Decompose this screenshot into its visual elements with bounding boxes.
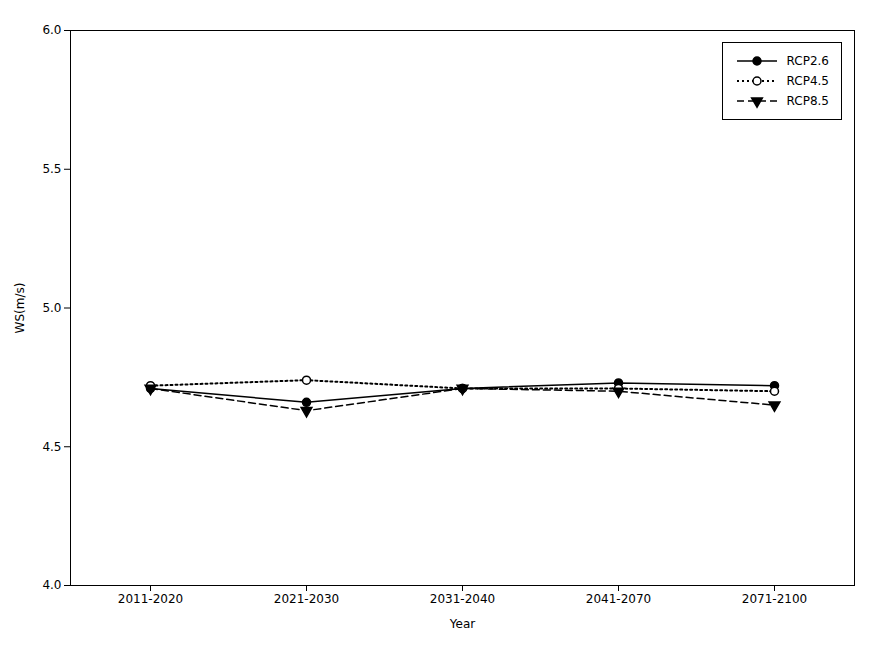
- svg-text:2021-2030: 2021-2030: [274, 592, 339, 606]
- svg-text:6.0: 6.0: [42, 23, 61, 37]
- svg-text:Year: Year: [449, 617, 475, 631]
- svg-text:4.5: 4.5: [42, 440, 61, 454]
- svg-text:2031-2040: 2031-2040: [430, 592, 495, 606]
- svg-text:5.0: 5.0: [42, 301, 61, 315]
- svg-text:2071-2100: 2071-2100: [742, 592, 807, 606]
- html-text:RCP4.5: RCP4.5: [786, 74, 829, 88]
- html-text:RCP2.6: RCP2.6: [786, 54, 829, 68]
- svg-text:5.5: 5.5: [42, 162, 61, 176]
- svg-text:4.0: 4.0: [42, 578, 61, 592]
- html-text:RCP8.5: RCP8.5: [786, 94, 829, 108]
- svg-text:WS(m/s): WS(m/s): [13, 283, 27, 334]
- svg-text:2011-2020: 2011-2020: [118, 592, 183, 606]
- svg-text:2041-2070: 2041-2070: [586, 592, 651, 606]
